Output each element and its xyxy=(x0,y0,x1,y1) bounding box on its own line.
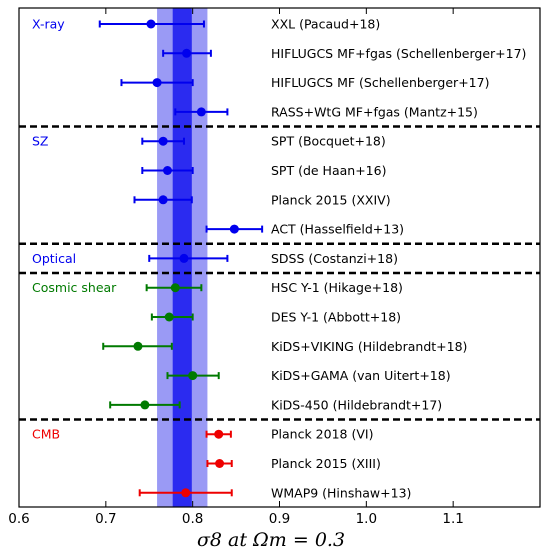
section-name: X-ray xyxy=(32,17,65,32)
section-name: Cosmic shear xyxy=(32,280,117,295)
data-point xyxy=(181,488,191,498)
x-tick-label: 1.0 xyxy=(356,511,377,527)
data-point xyxy=(158,136,168,146)
x-axis-label: σ8 at Ωm = 0.3 xyxy=(197,529,345,551)
data-point xyxy=(164,312,174,322)
x-tick-label: 1.1 xyxy=(442,511,463,527)
section-names: X-ray SZ Optical Cosmic shear CMB xyxy=(32,17,117,442)
x-tick-label: 0.8 xyxy=(182,511,203,527)
survey-labels: XXL (Pacaud+18) HIFLUGCS MF+fgas (Schelle… xyxy=(271,17,526,501)
data-point xyxy=(158,195,168,205)
survey-label: SPT (de Haan+16) xyxy=(271,163,386,178)
data-point xyxy=(188,371,198,381)
survey-label: Planck 2015 (XXIV) xyxy=(271,192,391,207)
data-point xyxy=(214,429,224,439)
survey-label: KiDS-450 (Hildebrandt+17) xyxy=(271,397,442,412)
data-point xyxy=(140,400,150,410)
x-tick-label: 0.7 xyxy=(95,511,116,527)
data-point xyxy=(179,253,189,263)
data-point xyxy=(152,78,162,88)
data-point xyxy=(196,107,206,117)
survey-label: SPT (Bocquet+18) xyxy=(271,134,386,149)
section-dividers xyxy=(19,125,540,421)
x-tick-label: 0.6 xyxy=(8,511,29,527)
data-point xyxy=(133,341,143,351)
survey-label: Planck 2018 (VI) xyxy=(271,427,373,442)
survey-label: XXL (Pacaud+18) xyxy=(271,17,380,32)
data-points xyxy=(98,19,264,498)
section-name: Optical xyxy=(32,251,76,266)
survey-label: KiDS+VIKING (Hildebrandt+18) xyxy=(271,339,467,354)
survey-label: Planck 2015 (XIII) xyxy=(271,456,381,471)
x-tick-label: 0.9 xyxy=(269,511,290,527)
survey-label: DES Y-1 (Abbott+18) xyxy=(271,310,401,325)
data-point xyxy=(170,283,180,293)
survey-label: HSC Y-1 (Hikage+18) xyxy=(271,280,403,295)
survey-label: WMAP9 (Hinshaw+13) xyxy=(271,485,411,500)
section-name: SZ xyxy=(32,134,49,149)
data-point xyxy=(182,48,192,58)
survey-label: KiDS+GAMA (van Uitert+18) xyxy=(271,368,451,383)
data-point xyxy=(229,224,239,234)
survey-label: SDSS (Costanzi+18) xyxy=(271,251,398,266)
data-point xyxy=(162,166,172,175)
survey-label: HIFLUGCS MF+fgas (Schellenberger+17) xyxy=(271,46,526,61)
data-point xyxy=(146,19,156,29)
section-name: CMB xyxy=(32,427,60,442)
x-axis: 0.6 0.7 0.8 0.9 1.0 1.1 xyxy=(8,8,464,527)
data-point xyxy=(215,459,225,468)
survey-label: HIFLUGCS MF (Schellenberger+17) xyxy=(271,75,489,90)
survey-label: ACT (Hasselfield+13) xyxy=(271,222,404,237)
survey-label: RASS+WtG MF+fgas (Mantz+15) xyxy=(271,104,478,119)
